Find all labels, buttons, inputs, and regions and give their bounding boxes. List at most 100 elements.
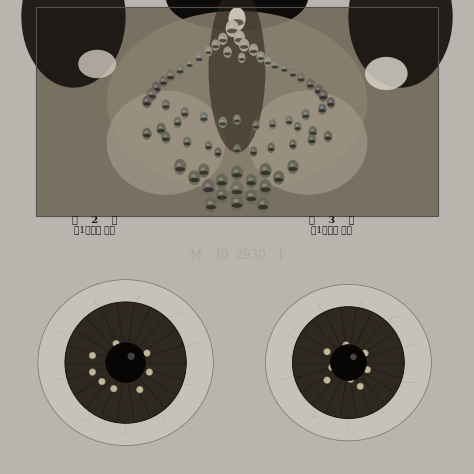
Circle shape xyxy=(144,350,150,356)
Circle shape xyxy=(113,340,119,347)
Ellipse shape xyxy=(287,118,290,120)
Ellipse shape xyxy=(173,117,182,128)
Ellipse shape xyxy=(234,149,240,152)
Ellipse shape xyxy=(224,52,231,55)
Ellipse shape xyxy=(301,109,310,120)
Circle shape xyxy=(106,343,146,383)
Ellipse shape xyxy=(200,112,208,123)
Ellipse shape xyxy=(202,179,215,196)
Ellipse shape xyxy=(207,144,210,146)
Ellipse shape xyxy=(190,178,199,182)
Ellipse shape xyxy=(285,116,293,126)
Ellipse shape xyxy=(233,144,241,155)
Ellipse shape xyxy=(291,71,294,73)
Ellipse shape xyxy=(174,122,181,126)
Ellipse shape xyxy=(201,118,207,121)
Ellipse shape xyxy=(162,137,170,141)
Ellipse shape xyxy=(216,150,219,152)
Ellipse shape xyxy=(215,153,221,155)
Ellipse shape xyxy=(142,128,152,140)
Ellipse shape xyxy=(232,203,242,208)
Ellipse shape xyxy=(184,142,191,146)
Ellipse shape xyxy=(218,33,228,45)
Ellipse shape xyxy=(271,122,273,124)
Ellipse shape xyxy=(245,189,257,204)
Ellipse shape xyxy=(149,92,153,94)
Circle shape xyxy=(328,364,335,371)
Ellipse shape xyxy=(251,47,255,49)
Ellipse shape xyxy=(201,167,205,170)
Ellipse shape xyxy=(306,79,315,90)
Ellipse shape xyxy=(267,143,275,153)
Ellipse shape xyxy=(228,7,246,31)
Ellipse shape xyxy=(248,193,253,196)
Ellipse shape xyxy=(250,50,257,53)
Ellipse shape xyxy=(229,25,234,28)
Ellipse shape xyxy=(259,179,272,195)
Ellipse shape xyxy=(208,201,212,204)
Ellipse shape xyxy=(253,126,259,128)
Ellipse shape xyxy=(159,126,162,128)
Ellipse shape xyxy=(231,165,243,181)
Ellipse shape xyxy=(78,50,116,78)
Circle shape xyxy=(330,345,366,381)
Ellipse shape xyxy=(196,58,202,61)
Ellipse shape xyxy=(281,64,288,74)
Ellipse shape xyxy=(211,39,220,51)
Ellipse shape xyxy=(287,160,299,174)
Ellipse shape xyxy=(319,96,327,99)
Ellipse shape xyxy=(220,36,224,38)
Ellipse shape xyxy=(156,123,166,135)
Ellipse shape xyxy=(162,100,170,111)
Ellipse shape xyxy=(205,141,212,151)
Ellipse shape xyxy=(152,82,161,94)
Ellipse shape xyxy=(212,45,219,48)
Ellipse shape xyxy=(182,113,188,116)
Ellipse shape xyxy=(181,107,189,118)
Ellipse shape xyxy=(302,115,309,118)
Ellipse shape xyxy=(160,82,167,85)
Ellipse shape xyxy=(328,103,334,106)
Ellipse shape xyxy=(269,119,276,129)
Ellipse shape xyxy=(217,195,227,200)
Circle shape xyxy=(146,369,153,375)
Ellipse shape xyxy=(234,30,245,46)
Ellipse shape xyxy=(177,70,183,73)
Ellipse shape xyxy=(252,149,255,151)
Ellipse shape xyxy=(296,125,299,127)
Ellipse shape xyxy=(257,197,269,213)
Ellipse shape xyxy=(283,66,285,68)
Ellipse shape xyxy=(164,135,167,137)
Ellipse shape xyxy=(259,163,272,178)
Bar xyxy=(36,7,438,216)
Ellipse shape xyxy=(256,51,265,63)
Circle shape xyxy=(137,386,143,393)
Ellipse shape xyxy=(232,190,242,194)
Ellipse shape xyxy=(315,90,322,93)
Ellipse shape xyxy=(206,205,216,210)
Circle shape xyxy=(99,378,105,385)
Ellipse shape xyxy=(219,39,227,42)
Ellipse shape xyxy=(230,19,244,26)
Text: 第    3    図: 第 3 図 xyxy=(309,215,355,224)
Ellipse shape xyxy=(261,187,270,192)
Ellipse shape xyxy=(282,69,287,72)
Ellipse shape xyxy=(230,194,244,211)
Ellipse shape xyxy=(237,35,240,37)
Ellipse shape xyxy=(269,146,272,147)
Ellipse shape xyxy=(233,114,241,125)
Ellipse shape xyxy=(310,132,316,135)
Ellipse shape xyxy=(258,205,268,210)
Ellipse shape xyxy=(183,137,191,148)
Ellipse shape xyxy=(219,178,223,181)
Circle shape xyxy=(89,369,96,375)
Ellipse shape xyxy=(274,178,283,182)
Circle shape xyxy=(343,342,349,348)
Ellipse shape xyxy=(319,90,328,102)
Ellipse shape xyxy=(191,174,196,177)
Ellipse shape xyxy=(234,199,238,202)
Ellipse shape xyxy=(318,103,327,115)
Circle shape xyxy=(89,352,96,359)
Ellipse shape xyxy=(273,63,276,65)
Circle shape xyxy=(357,383,364,390)
